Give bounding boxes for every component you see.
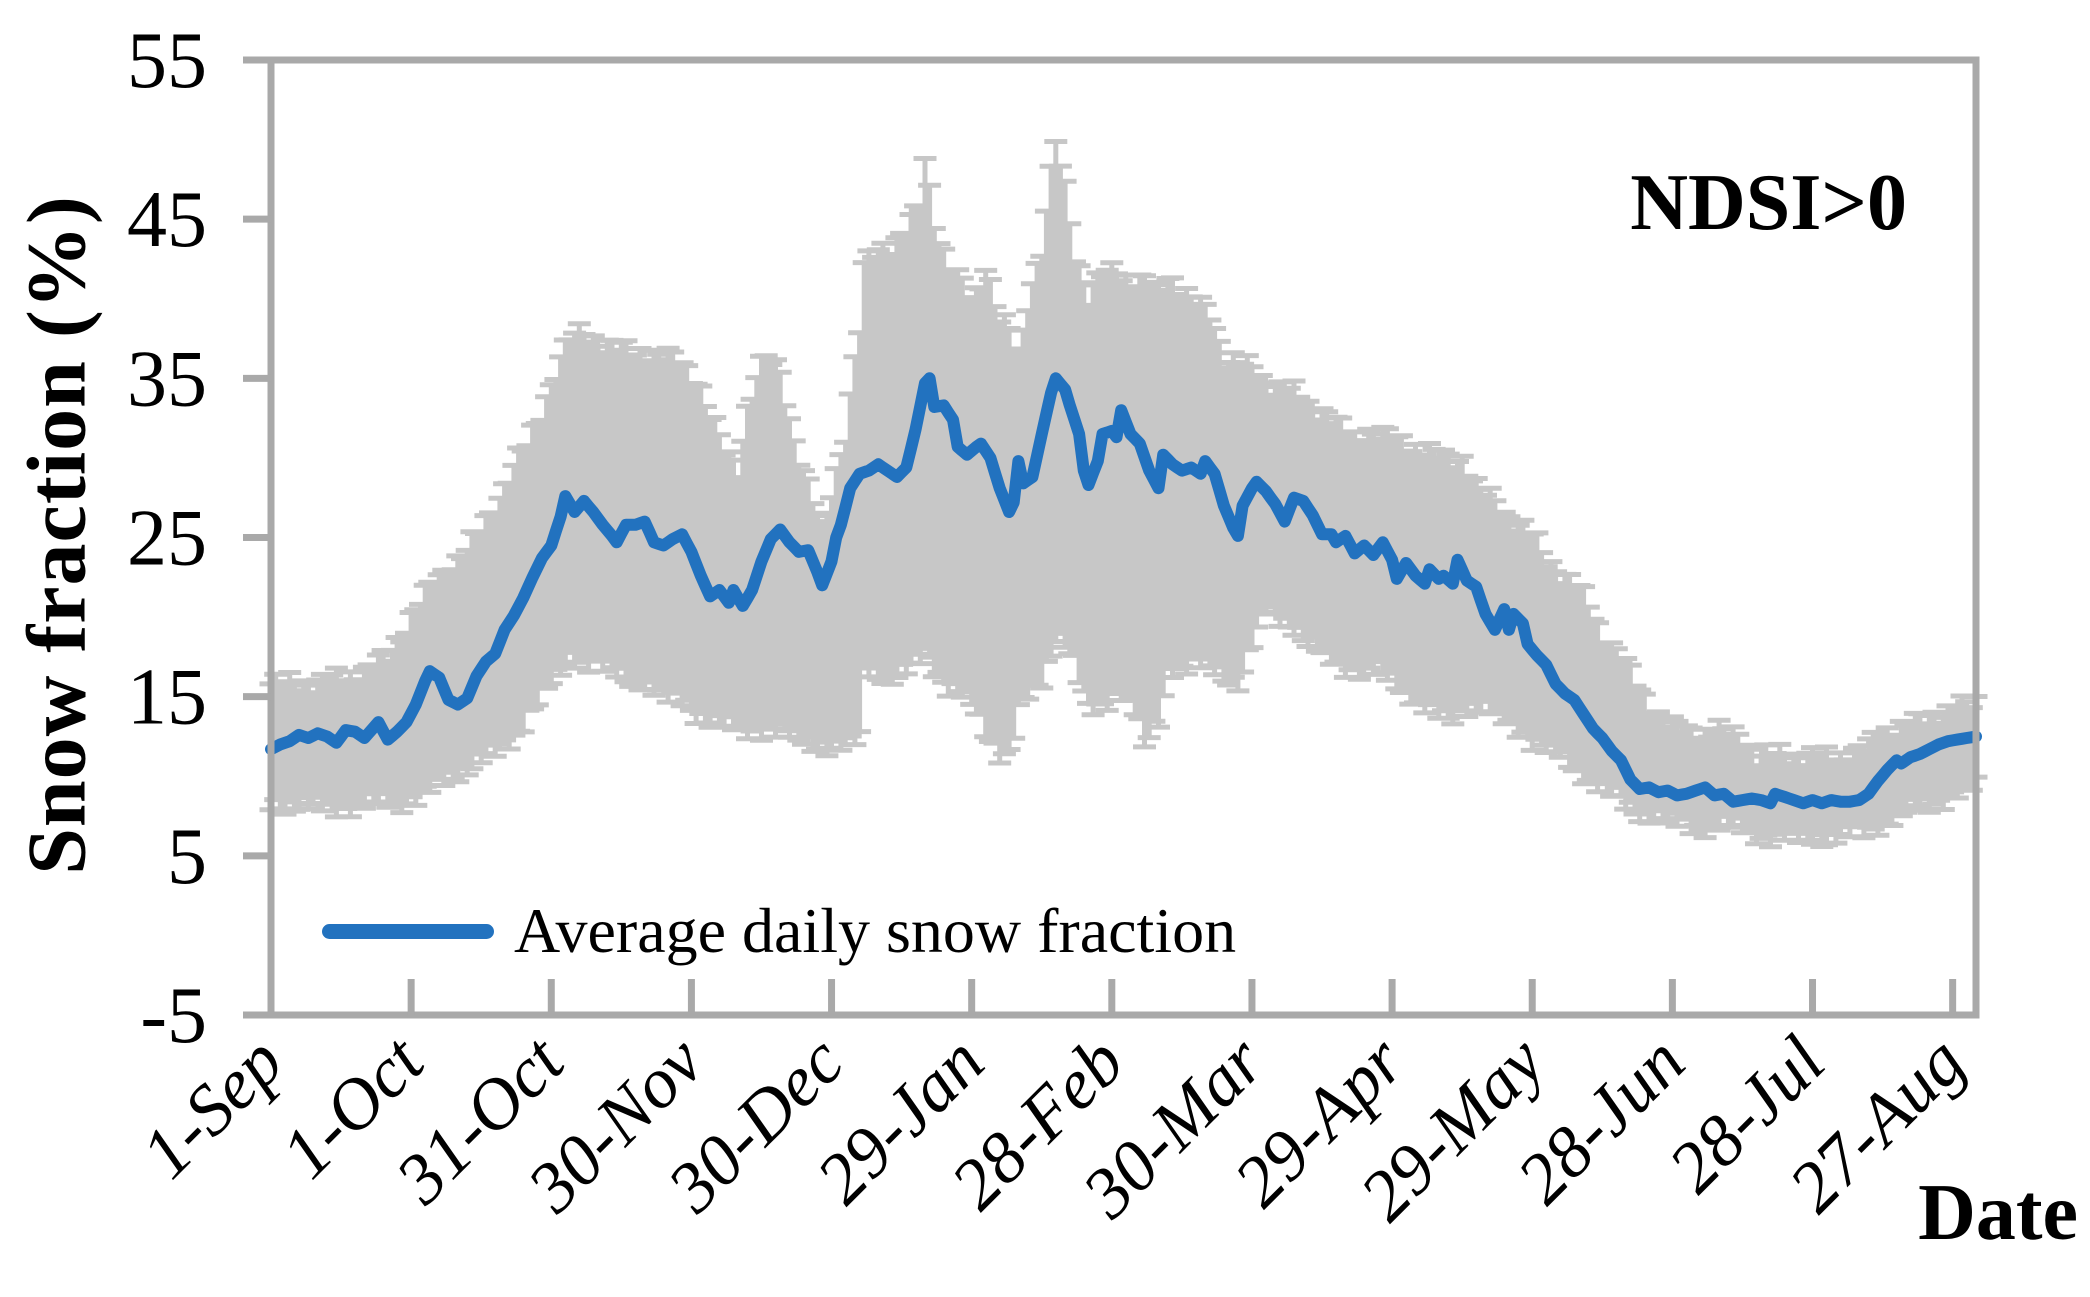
legend-line-swatch bbox=[322, 923, 494, 939]
y-tick-label: 25 bbox=[127, 495, 207, 583]
legend-label: Average daily snow fraction bbox=[514, 895, 1237, 966]
x-axis-title: Date bbox=[1918, 1169, 2078, 1257]
y-axis-title: Snow fraction (%) bbox=[10, 195, 104, 875]
ndsi-annotation: NDSI>0 bbox=[1630, 159, 1907, 247]
y-tick-label: 35 bbox=[127, 335, 207, 423]
legend: Average daily snow fraction bbox=[322, 893, 1236, 969]
mean-line bbox=[265, 372, 1982, 810]
y-tick-label: 15 bbox=[127, 654, 207, 742]
y-tick-label: -5 bbox=[140, 972, 207, 1060]
y-tick-label: 5 bbox=[167, 813, 207, 901]
y-tick-label: 55 bbox=[127, 17, 207, 105]
y-tick-label: 45 bbox=[127, 176, 207, 264]
